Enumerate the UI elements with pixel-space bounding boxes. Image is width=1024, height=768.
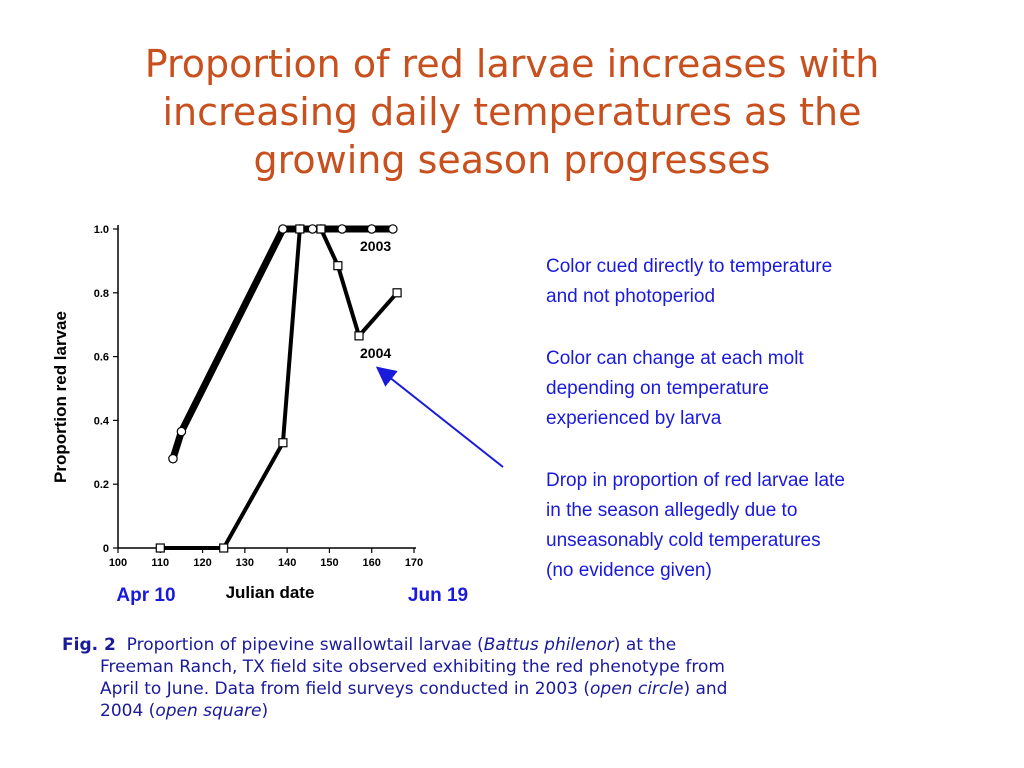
x-tick-label: 160 (363, 557, 381, 569)
point-2003 (168, 453, 178, 464)
y-tick-label: 0.2 (94, 479, 109, 491)
point-2004 (219, 543, 229, 553)
caption-line-3: April to June. Data from field surveys c… (62, 678, 962, 700)
point-2004 (278, 438, 288, 448)
caption-text-3a: April to June. Data from field surveys c… (100, 679, 591, 699)
y-tick-label: 1.0 (94, 224, 109, 236)
caption-open-square: open square (155, 701, 262, 721)
series-label-2003: 2003 (360, 238, 391, 254)
note-3: Drop in proportion of red larvae late in… (546, 470, 845, 581)
point-2004 (155, 543, 165, 553)
date-annotation-end: Jun 19 (408, 585, 468, 606)
series-label-2004: 2004 (360, 345, 391, 361)
x-axis-label: Julian date (226, 583, 315, 602)
x-tick-label: 110 (151, 557, 169, 569)
y-tick-label: 0 (103, 543, 109, 555)
arrow-line (375, 366, 504, 468)
x-tick-label: 120 (193, 557, 211, 569)
point-2003 (366, 224, 377, 234)
point-2003 (278, 224, 288, 234)
chart-ticks: 100 110 120 130 140 150 160 170 0 0.2 0.4 0.6 0.8 1.0 (94, 224, 423, 569)
caption-text-3b: ) and (683, 679, 728, 699)
x-tick-label: 170 (405, 557, 423, 569)
point-2004 (392, 288, 402, 298)
caption-text-4b: ) (261, 701, 269, 721)
caption-open-circle: open circle (590, 679, 684, 699)
caption-line-2: Freeman Ranch, TX field site observed ex… (100, 657, 725, 677)
note-2: Color can change at each molt depending … (546, 348, 804, 429)
caption-line-4: 2004 (open square) (62, 700, 962, 722)
point-2004 (295, 224, 305, 234)
x-tick-label: 150 (320, 557, 338, 569)
title-line-2: increasing daily temperatures as the (162, 90, 862, 134)
date-annotation-start: Apr 10 (116, 585, 175, 606)
y-tick-label: 0.4 (94, 415, 110, 427)
x-tick-label: 130 (236, 557, 254, 569)
y-tick-label: 0.8 (94, 288, 109, 300)
caption-text-4a: 2004 ( (100, 701, 156, 721)
y-tick-label: 0.6 (94, 352, 109, 364)
x-tick-label: 140 (278, 557, 296, 569)
point-2003 (176, 426, 187, 437)
point-2003 (388, 224, 398, 234)
point-2004 (333, 261, 343, 271)
title-line-1: Proportion of red larvae increases with (144, 42, 880, 86)
x-tick-label: 100 (109, 557, 127, 569)
caption-fig-label: Fig. 2 (62, 635, 116, 655)
y-axis-label: Proportion red larvae (51, 311, 70, 483)
title-line-3: growing season progresses (253, 138, 771, 182)
caption-line-1: Fig. 2 Proportion of pipevine swallowtai… (62, 634, 962, 656)
caption-text-1b: ) at the (613, 635, 677, 655)
notes-panel: Color cued directly to temperature and n… (546, 252, 966, 618)
point-2004 (354, 331, 364, 341)
point-2003 (337, 224, 347, 234)
slide-title: Proportion of red larvae increases with … (40, 40, 984, 184)
figure-caption: Fig. 2 Proportion of pipevine swallowtai… (62, 634, 962, 722)
caption-species: Battus philenor (483, 635, 614, 655)
note-1: Color cued directly to temperature and n… (546, 256, 833, 307)
chart-markers (155, 224, 402, 553)
point-2004 (316, 224, 326, 234)
caption-text-1a: Proportion of pipevine swallowtail larva… (126, 635, 484, 655)
larvae-chart: 100 110 120 130 140 150 160 170 0 0.2 0.4 0.6 0.8 1.0… (51, 224, 468, 606)
